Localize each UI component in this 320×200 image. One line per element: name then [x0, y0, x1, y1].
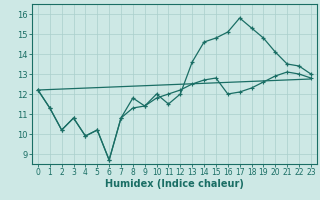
X-axis label: Humidex (Indice chaleur): Humidex (Indice chaleur) [105, 179, 244, 189]
